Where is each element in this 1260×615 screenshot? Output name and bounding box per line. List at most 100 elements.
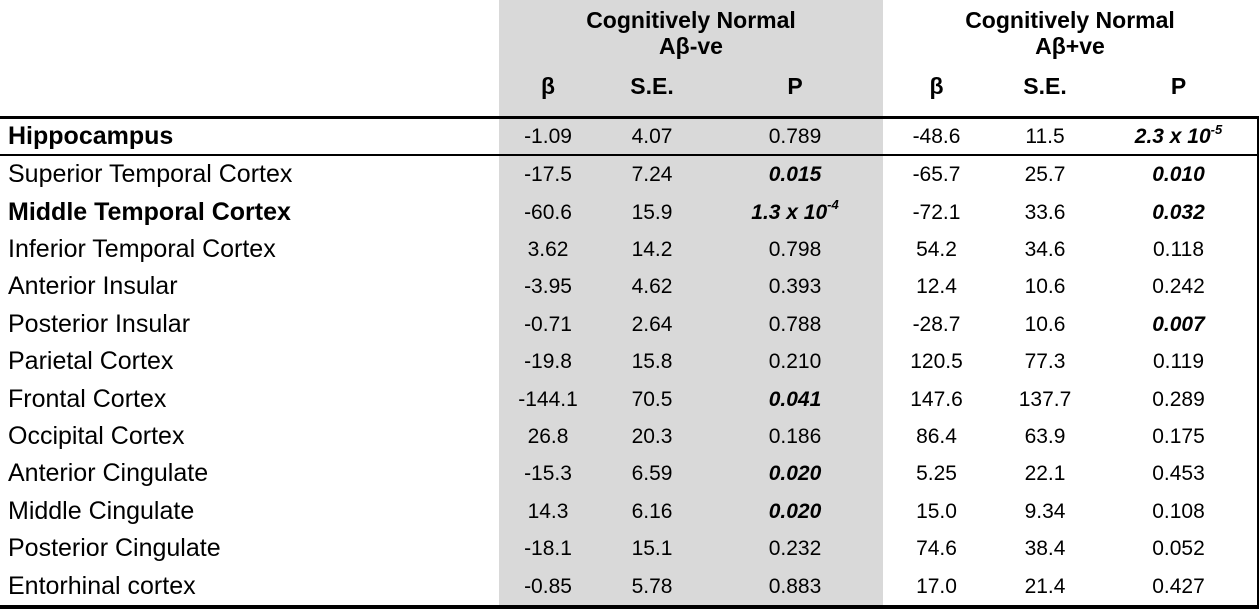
p-value: 0.883 (707, 567, 883, 605)
beta-value: 17.0 (916, 574, 957, 598)
p-value: 0.186 (707, 417, 883, 456)
region-label: Anterior Cingulate (8, 459, 209, 488)
beta-value: 12.4 (916, 275, 957, 299)
region-label: Frontal Cortex (8, 384, 167, 413)
se-value: 15.8 (597, 343, 707, 381)
se-value: 22.1 (1024, 462, 1066, 486)
table-row: Parietal Cortex -19.8 15.8 0.210 120.5 7… (0, 343, 1257, 381)
beta-value: -0.71 (499, 305, 597, 344)
beta-value: -19.8 (499, 343, 597, 381)
table-row: Posterior Insular -0.71 2.64 0.788 -28.7… (0, 305, 1257, 344)
table-row: Superior Temporal Cortex -17.5 7.24 0.01… (0, 156, 1257, 194)
p-value: 0.175 (1152, 425, 1205, 449)
col-head-se: S.E. (630, 72, 674, 99)
se-value: 15.1 (597, 530, 707, 568)
group-header-ab-negative: Cognitively Normal Aβ-ve β S.E. P (499, 0, 883, 116)
se-value: 2.64 (597, 305, 707, 344)
p-value: 0.393 (707, 268, 883, 306)
se-value: 10.6 (1024, 275, 1066, 299)
col-head-beta: β (540, 72, 556, 99)
col-head-p: P (1170, 72, 1187, 99)
column-heads-ab-negative: β S.E. P (499, 62, 883, 116)
beta-value: -1.09 (499, 119, 597, 154)
table-header: Cognitively Normal Aβ-ve β S.E. P Cognit… (0, 0, 1257, 116)
table-row: Inferior Temporal Cortex 3.62 14.2 0.798… (0, 230, 1257, 269)
se-value: 10.6 (1024, 312, 1066, 336)
beta-value: -48.6 (912, 125, 961, 148)
region-label: Middle Temporal Cortex (8, 197, 291, 226)
p-value: 0.020 (707, 492, 883, 531)
region-label: Inferior Temporal Cortex (8, 235, 276, 264)
se-value: 77.3 (1024, 350, 1066, 374)
beta-value: 5.25 (916, 462, 957, 486)
p-value: 0.289 (1152, 387, 1205, 411)
table-body: Hippocampus -1.09 4.07 0.789 -48.6 11.5 … (0, 116, 1259, 609)
p-value: 0.427 (1152, 574, 1205, 598)
group-title: Cognitively Normal (965, 7, 1175, 33)
se-value: 9.34 (1024, 499, 1066, 523)
table-row: Posterior Cingulate -18.1 15.1 0.232 74.… (0, 530, 1257, 568)
p-value: 1.3 x 10 -4 (707, 193, 883, 231)
beta-value: -0.85 (499, 567, 597, 605)
region-label: Posterior Cingulate (8, 534, 221, 563)
p-value: 0.108 (1152, 499, 1205, 523)
se-value: 6.16 (597, 492, 707, 531)
beta-value: 15.0 (916, 499, 957, 523)
beta-value: -60.6 (499, 193, 597, 231)
col-head-se: S.E. (1023, 72, 1067, 99)
p-value: 0.210 (707, 343, 883, 381)
beta-value: 74.6 (916, 537, 957, 561)
beta-value: -28.7 (912, 312, 961, 336)
se-value: 5.78 (597, 567, 707, 605)
beta-value: 54.2 (916, 238, 957, 262)
beta-value: -3.95 (499, 268, 597, 306)
beta-value: 26.8 (499, 417, 597, 456)
p-value: 0.032 (1152, 200, 1205, 224)
se-value: 21.4 (1024, 574, 1066, 598)
column-heads-ab-positive: β S.E. P (883, 62, 1257, 116)
se-value: 6.59 (597, 455, 707, 493)
beta-value: 3.62 (499, 230, 597, 269)
group-title: Cognitively Normal (586, 7, 796, 33)
beta-value: -144.1 (499, 380, 597, 418)
p-value: 0.041 (707, 380, 883, 418)
beta-value: -18.1 (499, 530, 597, 568)
group-subtitle: Aβ+ve (1035, 33, 1105, 59)
p-value: 0.242 (1152, 275, 1205, 299)
col-head-p: P (787, 72, 803, 99)
beta-value: -72.1 (912, 200, 961, 224)
group-subtitle: Aβ-ve (659, 33, 723, 59)
group-header-ab-positive: Cognitively Normal Aβ+ve β S.E. P (883, 0, 1257, 116)
se-value: 4.07 (597, 119, 707, 154)
p-value: 0.789 (707, 119, 883, 154)
beta-value: -65.7 (912, 163, 961, 187)
p-value: 2.3 x 10 -5 (1134, 121, 1223, 148)
table-row: Entorhinal cortex -0.85 5.78 0.883 17.0 … (0, 567, 1257, 605)
se-value: 34.6 (1024, 238, 1066, 262)
table-row: Occipital Cortex 26.8 20.3 0.186 86.4 63… (0, 417, 1257, 456)
beta-value: 14.3 (499, 492, 597, 531)
table-row: Hippocampus -1.09 4.07 0.789 -48.6 11.5 … (0, 119, 1257, 156)
se-value: 15.9 (597, 193, 707, 231)
beta-value: 120.5 (910, 350, 963, 374)
p-value: 0.007 (1152, 312, 1205, 336)
table-row: Frontal Cortex -144.1 70.5 0.041 147.6 1… (0, 380, 1257, 418)
region-label: Occipital Cortex (8, 422, 185, 451)
region-label: Posterior Insular (8, 309, 191, 338)
region-label: Middle Cingulate (8, 496, 195, 525)
region-label: Anterior Insular (8, 272, 178, 301)
p-value: 0.798 (707, 230, 883, 269)
p-value: 0.010 (1152, 163, 1205, 187)
region-label: Superior Temporal Cortex (8, 160, 293, 189)
se-value: 63.9 (1024, 425, 1066, 449)
p-value: 0.015 (707, 156, 883, 194)
p-value: 0.788 (707, 305, 883, 344)
beta-value: -17.5 (499, 156, 597, 194)
se-value: 7.24 (597, 156, 707, 194)
beta-value: -15.3 (499, 455, 597, 493)
p-value: 0.052 (1152, 537, 1205, 561)
se-value: 70.5 (597, 380, 707, 418)
p-value: 0.453 (1152, 462, 1205, 486)
se-value: 25.7 (1024, 163, 1066, 187)
